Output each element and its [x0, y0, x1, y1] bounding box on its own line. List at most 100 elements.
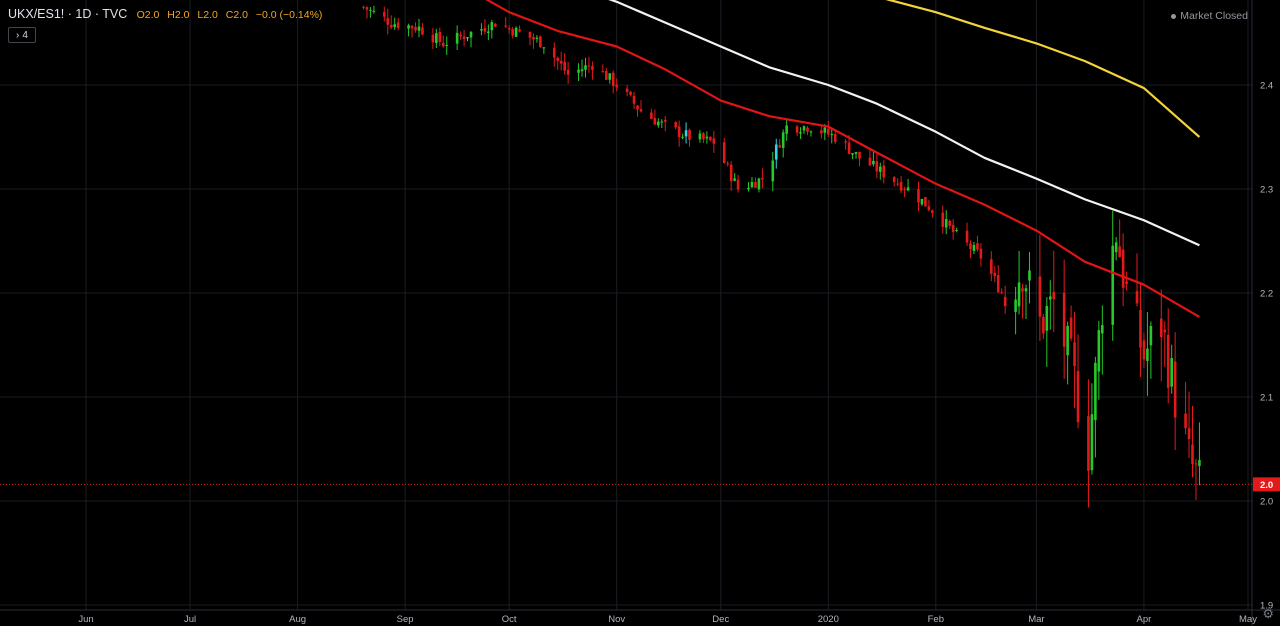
candle — [1114, 237, 1118, 261]
candle-body — [1170, 358, 1173, 387]
candle — [435, 28, 438, 48]
candle — [969, 240, 972, 259]
candle-body — [1135, 291, 1139, 304]
candle — [709, 136, 712, 142]
candle — [604, 67, 608, 81]
candle — [1121, 233, 1125, 307]
candle — [1125, 271, 1128, 291]
candle-body — [702, 133, 705, 140]
candle-body — [435, 33, 438, 44]
candle-body — [566, 69, 570, 75]
candle — [996, 265, 1000, 294]
candle-body — [778, 145, 782, 148]
candle-body — [747, 187, 750, 190]
candle-body — [611, 72, 615, 86]
candle-body — [979, 248, 983, 259]
candle — [833, 129, 837, 145]
candle — [417, 18, 421, 38]
candle-body — [1066, 325, 1069, 356]
candle-body — [906, 187, 910, 191]
ma-line-white — [608, 0, 1200, 247]
candle — [396, 17, 400, 31]
ma-line-red — [485, 0, 1200, 318]
candle — [653, 109, 657, 125]
candle — [552, 42, 556, 67]
candle-body — [1024, 288, 1028, 292]
candle — [414, 22, 417, 33]
candle — [438, 27, 442, 47]
status-dot-icon — [1171, 13, 1177, 19]
time-axis: Jun Jul Aug Sep Oct Nov Dec 2020 Feb Mar Apr May — [78, 614, 1257, 625]
x-tick-label: May — [1239, 614, 1257, 625]
candle-body — [518, 29, 521, 32]
x-tick-label: 2020 — [818, 614, 839, 625]
candle-body — [927, 206, 931, 211]
candle — [1149, 321, 1153, 379]
candle-body — [1062, 292, 1066, 347]
candle — [1048, 280, 1052, 330]
candle — [629, 90, 632, 97]
candle-body — [577, 69, 580, 73]
candle-body — [830, 134, 834, 136]
candle — [577, 63, 580, 82]
candle — [490, 19, 494, 39]
candle — [462, 29, 466, 47]
x-tick-label: Apr — [1137, 614, 1152, 625]
candle — [1187, 391, 1191, 459]
candle — [518, 25, 521, 33]
candle — [809, 130, 813, 137]
candle-body — [584, 65, 587, 70]
candle-body — [1087, 416, 1090, 471]
candle — [455, 25, 459, 51]
market-status: Market Closed — [1171, 10, 1248, 22]
candle-body — [369, 9, 372, 11]
candle — [611, 70, 615, 94]
candle-body — [684, 130, 688, 137]
change-value: −0.0 (−0.14%) — [255, 9, 323, 21]
candle-body — [1003, 296, 1007, 307]
candle — [712, 130, 716, 153]
candle — [1024, 284, 1028, 319]
candle-body — [757, 178, 761, 190]
candle-body — [1184, 413, 1187, 429]
candle-body — [421, 27, 424, 35]
candle — [990, 251, 993, 282]
candle — [556, 56, 560, 70]
candle-body — [802, 126, 806, 131]
candle — [1184, 381, 1187, 435]
candle-body — [480, 29, 483, 31]
candle — [445, 36, 449, 56]
indicators-toggle-button[interactable]: › 4 — [8, 27, 36, 43]
last-price-label: 2.0 — [1260, 480, 1273, 491]
candle — [365, 6, 369, 19]
candle-body — [653, 118, 657, 125]
candle-body — [1191, 444, 1194, 464]
candle-body — [868, 157, 872, 166]
candle — [688, 128, 691, 147]
candle-body — [785, 125, 788, 134]
symbol-title[interactable]: UKX/ES1! · 1D · TVC — [8, 7, 128, 21]
candle-body — [858, 151, 861, 159]
candle — [733, 172, 736, 182]
chart-legend: UKX/ES1! · 1D · TVC O2.0 H2.0 L2.0 C2.0 … — [8, 7, 327, 21]
candle-body — [882, 165, 886, 178]
candle — [542, 47, 546, 54]
candle — [844, 139, 847, 150]
candle — [528, 31, 532, 46]
y-tick-label: 2.2 — [1260, 289, 1273, 300]
candle-body — [1097, 330, 1101, 372]
candle — [1170, 344, 1173, 394]
candle — [920, 198, 924, 207]
open-value: O2.0 — [136, 9, 160, 21]
gear-icon[interactable]: ⚙ — [1262, 606, 1274, 621]
candle-body — [1076, 371, 1080, 423]
candle — [1087, 379, 1090, 508]
candle — [559, 51, 563, 71]
candle-body — [833, 134, 837, 142]
candle-body — [483, 27, 487, 32]
candle-body — [899, 182, 903, 191]
candle-body — [487, 31, 490, 34]
indicator-count: 4 — [22, 29, 28, 41]
